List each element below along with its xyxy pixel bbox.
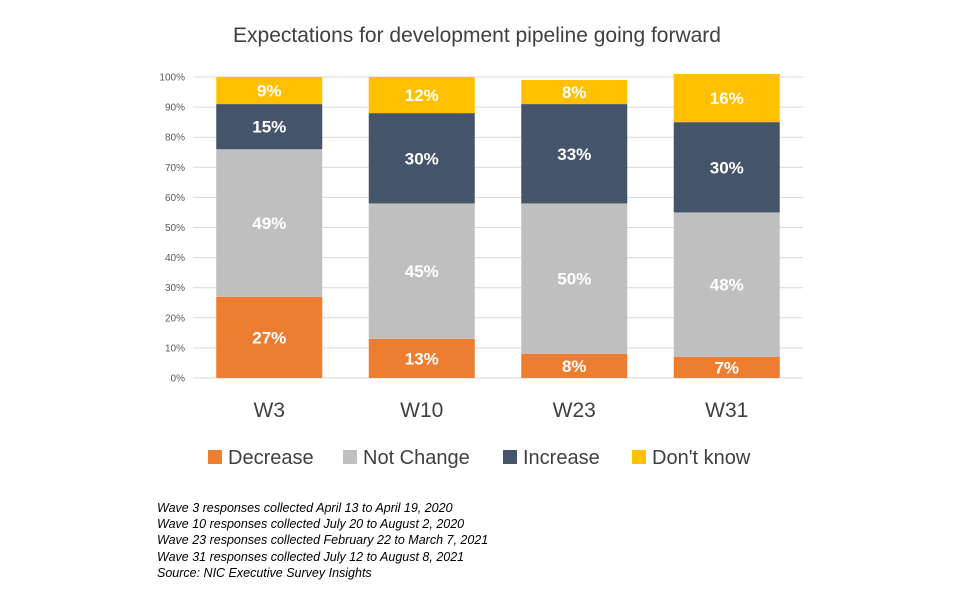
legend-swatch bbox=[632, 450, 646, 464]
x-tick-label: W10 bbox=[400, 399, 443, 422]
y-tick-label: 20% bbox=[165, 313, 185, 324]
y-tick-label: 100% bbox=[159, 73, 185, 84]
bar-segment-not-change bbox=[216, 149, 323, 297]
legend: Decrease Not Change Increase Don't know bbox=[208, 447, 751, 469]
y-tick-label: 60% bbox=[165, 193, 185, 204]
bar-segment-decrease bbox=[368, 338, 475, 378]
y-tick-label: 80% bbox=[165, 133, 185, 144]
data-label: 16% bbox=[710, 89, 744, 108]
chart-title: Expectations for development pipeline go… bbox=[233, 24, 721, 47]
bar-segment-don-t-know bbox=[216, 77, 323, 105]
bar-segment-decrease bbox=[216, 296, 323, 378]
bar-segment-not-change bbox=[673, 212, 780, 357]
data-label: 13% bbox=[405, 349, 439, 368]
y-tick-label: 40% bbox=[165, 253, 185, 264]
legend-label: Increase bbox=[523, 447, 600, 469]
data-label: 45% bbox=[405, 262, 439, 281]
x-tick-label: W3 bbox=[254, 399, 286, 422]
legend-swatch bbox=[503, 450, 517, 464]
footnote: Wave 10 responses collected July 20 to A… bbox=[157, 517, 465, 532]
data-label: 12% bbox=[405, 86, 439, 105]
bar-segment-don-t-know bbox=[673, 73, 780, 123]
footnote: Source: NIC Executive Survey Insights bbox=[157, 565, 372, 580]
data-label: 30% bbox=[710, 158, 744, 177]
y-tick-label: 50% bbox=[165, 223, 185, 234]
bar-segment-decrease bbox=[673, 356, 780, 378]
data-label: 30% bbox=[405, 149, 439, 168]
y-tick-label: 10% bbox=[165, 343, 185, 354]
bar-segment-increase bbox=[521, 104, 628, 204]
legend-label: Not Change bbox=[363, 447, 470, 469]
bar-segment-decrease bbox=[521, 353, 628, 378]
data-labels: 27% 49% 15% 9% 13% 45% 30% 12% 8% 50% 33% 8% 7% 48% 30… bbox=[252, 82, 744, 378]
data-label: 27% bbox=[252, 328, 286, 347]
bar-segment-don-t-know bbox=[521, 80, 628, 105]
footnote: Wave 3 responses collected April 13 to A… bbox=[157, 501, 453, 515]
bar-segment-increase bbox=[673, 122, 780, 213]
x-tick-label: W23 bbox=[553, 399, 596, 422]
bar-segment-increase bbox=[216, 104, 323, 150]
bar-segment-not-change bbox=[521, 203, 628, 354]
bars bbox=[216, 73, 780, 378]
y-axis-ticks: 0% 10% 20% 30% 40% 50% 60% 70% 80% 90% 100% bbox=[159, 73, 185, 385]
y-tick-label: 30% bbox=[165, 283, 185, 294]
data-label: 49% bbox=[252, 214, 286, 233]
data-label: 33% bbox=[557, 145, 591, 164]
footnotes: Wave 3 responses collected April 13 to A… bbox=[157, 500, 488, 581]
y-tick-label: 0% bbox=[171, 374, 186, 385]
y-tick-label: 90% bbox=[165, 103, 185, 114]
legend-label: Decrease bbox=[228, 447, 314, 469]
x-tick-label: W31 bbox=[705, 399, 748, 422]
data-label: 50% bbox=[557, 270, 591, 289]
footnote: Wave 23 responses collected February 22 … bbox=[157, 533, 489, 548]
bar-segment-increase bbox=[368, 113, 475, 204]
data-label: 8% bbox=[562, 357, 587, 376]
legend-swatch bbox=[208, 450, 222, 464]
data-label: 7% bbox=[714, 358, 739, 377]
legend-label: Don't know bbox=[652, 447, 751, 469]
y-tick-label: 70% bbox=[165, 163, 185, 174]
x-axis-ticks: W3 W10 W23 W31 bbox=[254, 399, 749, 422]
data-label: 9% bbox=[257, 82, 282, 101]
bar-segment-don-t-know bbox=[368, 77, 475, 114]
legend-swatch bbox=[343, 450, 357, 464]
data-label: 15% bbox=[252, 118, 286, 137]
data-label: 48% bbox=[710, 276, 744, 295]
footnote: Wave 31 responses collected July 12 to A… bbox=[157, 549, 465, 564]
bar-segment-not-change bbox=[368, 203, 475, 339]
data-label: 8% bbox=[562, 83, 587, 102]
